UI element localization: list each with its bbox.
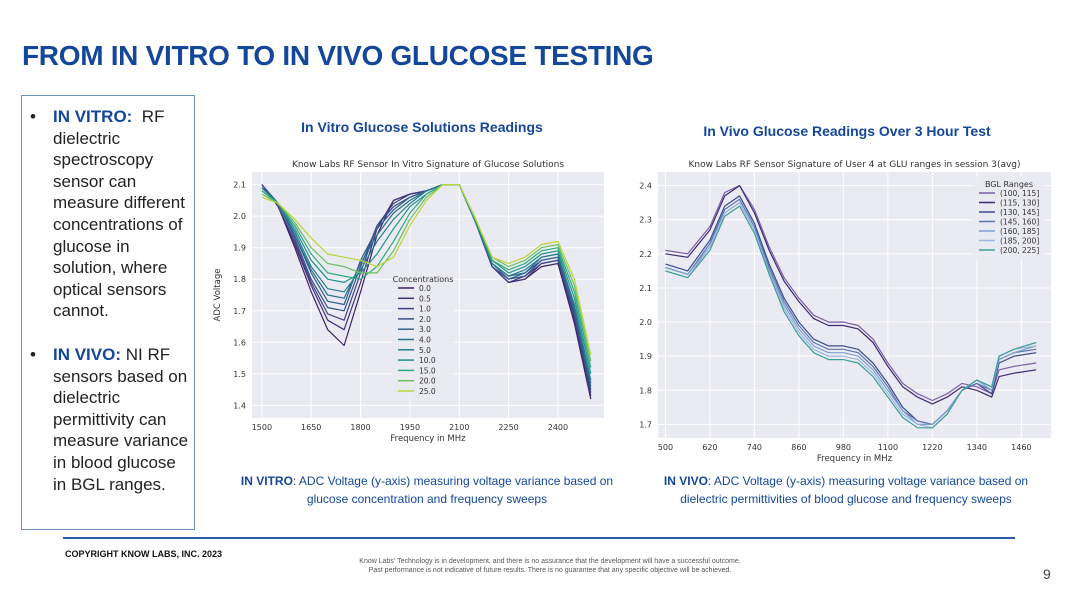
y-tick-label: 1.8 [639, 386, 652, 395]
chart-title: Know Labs RF Sensor In Vitro Signature o… [292, 160, 564, 170]
bullet-lead: IN VIVO: [53, 345, 122, 364]
disclaimer: Know Labs' Technology is in development,… [300, 557, 800, 575]
x-tick-label: 1650 [301, 423, 321, 432]
legend-label: 20.0 [419, 377, 436, 386]
bullet-dot-icon: • [30, 345, 36, 364]
x-tick-label: 1100 [878, 443, 898, 452]
slide-title: FROM IN VITRO TO IN VIVO GLUCOSE TESTING [22, 40, 654, 71]
legend-label: 15.0 [419, 366, 436, 375]
x-tick-label: 1950 [400, 423, 420, 432]
legend: BGL Ranges(100, 115](115, 130](130, 145]… [973, 176, 1045, 259]
vivo-caption-rest: : ADC Voltage (y-axis) measuring voltage… [707, 474, 1029, 488]
legend-title: Concentrations [393, 275, 454, 284]
legend-label: (185, 200] [1000, 237, 1039, 246]
legend-label: 5.0 [419, 346, 431, 355]
legend-label: 2.0 [419, 315, 431, 324]
legend-label: (160, 185] [1000, 227, 1039, 236]
legend-label: 3.0 [419, 325, 431, 334]
vivo-caption: IN VIVO: ADC Voltage (y-axis) measuring … [640, 472, 1052, 508]
bullet-dot-icon: • [30, 107, 36, 126]
x-axis-label: Frequency in MHz [390, 434, 466, 444]
legend-label: (115, 130] [1000, 199, 1039, 208]
chart-title: Know Labs RF Sensor Signature of User 4 … [688, 160, 1020, 170]
legend-label: 4.0 [419, 336, 431, 345]
x-tick-label: 2250 [498, 423, 518, 432]
vivo-chart: 1.7 1.8 1.9 2.0 2.1 2.2 2.3 2.4 500 620 740 860 980 1… [630, 142, 1058, 472]
legend-label: 25.0 [419, 387, 436, 396]
y-tick-label: 1.9 [639, 352, 652, 361]
x-tick-label: 1220 [922, 443, 942, 452]
vitro-caption-lead: IN VITRO [240, 474, 293, 488]
vivo-caption-line2: dielectric permittivities of blood gluco… [680, 492, 1012, 506]
disclaimer-line-1: Know Labs' Technology is in development,… [359, 558, 741, 565]
footer-divider [63, 537, 1015, 539]
series-line [665, 198, 1037, 425]
x-tick-label: 2400 [548, 423, 568, 432]
vitro-caption-line2: glucose concentration and frequency swee… [306, 492, 548, 506]
series-line [261, 183, 592, 356]
legend-title: BGL Ranges [985, 180, 1033, 189]
legend-label: (130, 145] [1000, 208, 1039, 217]
vitro-chart: 1.4 1.5 1.6 1.7 1.8 1.9 2.0 2.1 1500 1650 1800 1950… [202, 140, 612, 456]
x-tick-label: 1340 [967, 443, 987, 452]
y-tick-label: 1.7 [639, 420, 652, 429]
x-tick-label: 1800 [350, 423, 370, 432]
series-line [261, 183, 592, 381]
vivo-caption-lead: IN VIVO [663, 474, 708, 488]
x-tick-label: 1460 [1011, 443, 1031, 452]
y-tick-label: 2.3 [639, 216, 652, 225]
page-number: 9 [1043, 566, 1051, 582]
y-tick-label: 1.7 [233, 307, 246, 316]
y-tick-label: 2.0 [639, 318, 652, 327]
legend-label: 0.5 [419, 294, 431, 303]
legend-box [973, 176, 1045, 259]
series-line [261, 183, 592, 362]
y-tick-label: 1.5 [233, 370, 246, 379]
x-tick-label: 2100 [449, 423, 469, 432]
y-tick-label: 2.2 [639, 250, 652, 259]
legend-label: (200, 225] [1000, 246, 1039, 255]
legend-label: 10.0 [419, 356, 436, 365]
x-tick-label: 500 [658, 443, 673, 452]
bullet-lead: IN VITRO: [53, 107, 133, 126]
y-tick-label: 2.4 [639, 182, 652, 191]
x-tick-label: 860 [791, 443, 806, 452]
y-tick-label: 2.1 [639, 284, 652, 293]
y-tick-label: 1.6 [233, 338, 246, 347]
x-tick-label: 620 [702, 443, 717, 452]
series-line [665, 205, 1037, 429]
legend-label: 1.0 [419, 305, 431, 314]
vitro-heading: In Vitro Glucose Solutions Readings [301, 119, 543, 135]
y-axis-label: ADC Voltage [213, 269, 223, 322]
vivo-heading: In Vivo Glucose Readings Over 3 Hour Tes… [703, 123, 991, 139]
legend-label: 0.0 [419, 284, 431, 293]
y-tick-label: 1.9 [233, 244, 246, 253]
legend-label: (100, 115] [1000, 189, 1039, 198]
x-axis-label: Frequency in MHz [817, 454, 893, 464]
series-line [261, 183, 592, 368]
copyright: COPYRIGHT KNOW LABS, INC. 2023 [65, 549, 223, 559]
bullet-text: NI RF sensors based on dielectric permit… [53, 345, 189, 494]
disclaimer-line-2: Past performance is not indicative of fu… [368, 567, 732, 574]
vitro-caption: IN VITRO: ADC Voltage (y-axis) measuring… [222, 472, 632, 508]
y-tick-label: 1.8 [233, 275, 246, 284]
series-line [665, 184, 1037, 405]
x-tick-label: 1500 [252, 423, 272, 432]
legend-box [392, 271, 454, 401]
bullet-text: RF dielectric spectroscopy sensor can me… [53, 107, 185, 321]
x-tick-label: 740 [747, 443, 762, 452]
vitro-caption-rest: : ADC Voltage (y-axis) measuring voltage… [292, 474, 614, 488]
y-tick-label: 2.0 [233, 212, 246, 221]
legend-label: (145, 160] [1000, 218, 1039, 227]
y-tick-label: 2.1 [233, 181, 246, 190]
y-tick-label: 1.4 [233, 401, 246, 410]
x-tick-label: 980 [836, 443, 851, 452]
bullet-box: • IN VITRO: RF dielectric spectroscopy s… [21, 95, 195, 530]
